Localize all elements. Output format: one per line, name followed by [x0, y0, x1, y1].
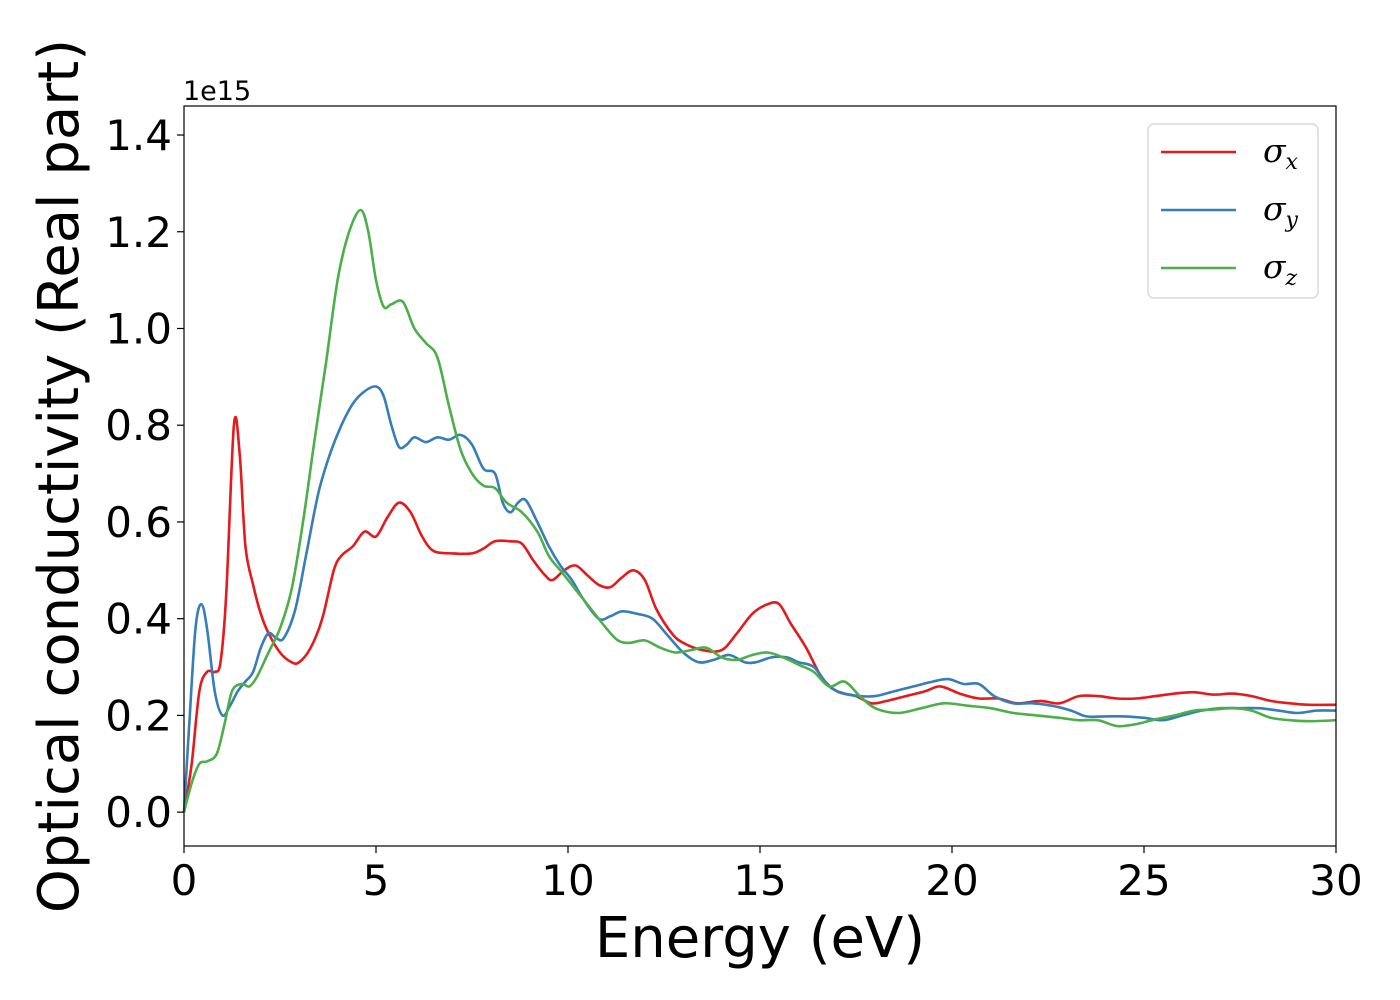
x-tick-label: 5 — [363, 856, 390, 905]
x-tick-label: 20 — [925, 856, 978, 905]
x-tick-label: 25 — [1117, 856, 1170, 905]
y-tick-label: 0.4 — [105, 595, 172, 644]
x-tick-label: 0 — [171, 856, 198, 905]
x-tick-label: 10 — [541, 856, 594, 905]
series-layer — [182, 208, 1337, 813]
series-line-sigma-x — [182, 415, 1337, 813]
y-tick-label: 0.2 — [105, 691, 172, 740]
y-offset-label: 1e15 — [183, 76, 251, 107]
x-axis-title: Energy (eV) — [595, 906, 925, 971]
y-axis: 0.0 0.2 0.4 0.6 0.8 1.0 1.2 1.4 — [105, 111, 184, 837]
legend-label-sigma-z: σz — [1263, 247, 1298, 291]
legend-label-sigma-x: σx — [1263, 131, 1299, 175]
x-tick-label: 15 — [733, 856, 786, 905]
legend: σx σy σz — [1147, 123, 1319, 299]
y-tick-label: 0.8 — [105, 401, 172, 450]
y-axis-title: Optical conductivity (Real part) — [27, 39, 92, 913]
legend-label-sigma-y: σy — [1263, 189, 1299, 233]
y-tick-label: 1.2 — [105, 208, 172, 257]
series-line-sigma-z — [182, 208, 1337, 813]
x-axis: 0 5 10 15 20 25 30 — [171, 846, 1363, 905]
y-tick-label: 1.4 — [105, 111, 172, 160]
y-tick-label: 0.0 — [105, 788, 172, 837]
y-tick-label: 0.6 — [105, 498, 172, 547]
y-tick-label: 1.0 — [105, 304, 172, 353]
x-tick-label: 30 — [1309, 856, 1362, 905]
